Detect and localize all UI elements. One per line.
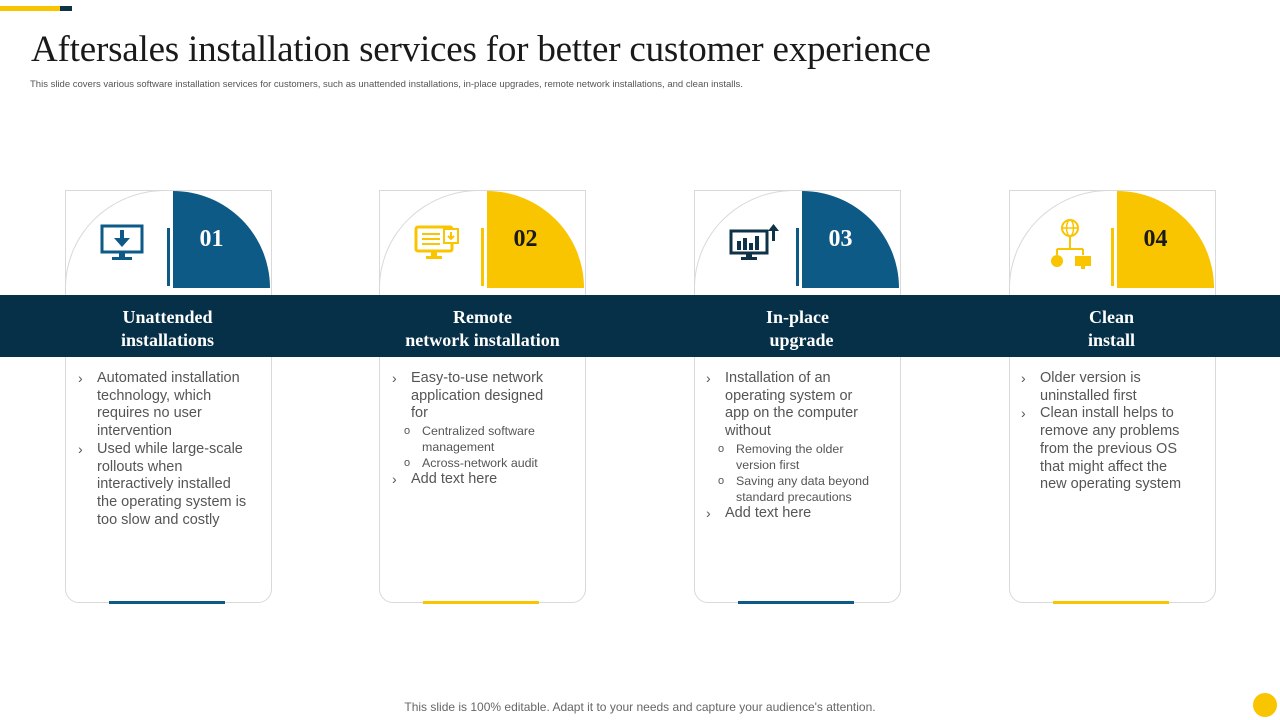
card-title-line: install [1087,330,1135,350]
page-title: Aftersales installation services for bet… [31,29,931,70]
bullet-text: Older version is uninstalled first [1040,370,1141,404]
separator [796,228,799,286]
card-title: Remote network installation [379,306,586,352]
chart-upgrade-icon [729,224,779,260]
sub-bullet-text: Across-network audit [422,456,538,471]
sub-list-item: o Centralized software management [404,423,562,455]
bullet-text: Automated installation technology, which… [97,370,240,440]
chevron-right-icon: › [706,504,711,521]
list-item: › Easy-to-use network application designe… [392,370,562,423]
title-band [0,295,1280,357]
card-bottom-accent [109,601,225,604]
chevron-right-icon: › [78,370,83,386]
card-title-line: network installation [405,330,560,350]
chevron-right-icon: › [706,370,711,386]
chevron-right-icon: › [1021,370,1026,386]
chevron-right-icon: › [78,440,83,457]
bullet-text: Installation of an operating system or a… [725,370,859,440]
chevron-right-icon: › [1021,405,1026,422]
card-title-line: Unattended [122,307,213,327]
list-item: › Used while large-scale rollouts when in… [78,441,248,530]
card-title-line: installations [120,330,215,350]
list-item: › Add text here [392,471,562,489]
bullet-text: Clean install helps to remove any proble… [1040,405,1182,493]
sub-list-item: o Removing the older version first [718,441,876,473]
circle-bullet-icon: o [404,457,411,470]
card-bullet-list: › Automated installation technology, whic… [78,370,248,529]
bullet-text: Used while large-scale rollouts when int… [97,440,247,528]
sub-bullet-text: Saving any data beyond standard precauti… [736,473,869,504]
circle-bullet-icon: o [718,442,725,455]
card-bullet-list: › Easy-to-use network application designe… [392,370,562,489]
chevron-right-icon: › [392,370,397,386]
circle-bullet-icon: o [718,474,725,487]
network-screen-icon [414,225,459,259]
top-accent-navy [60,6,72,11]
card-inplace: 03 [694,190,901,604]
sub-bullet-text: Removing the older version first [736,441,844,472]
card-title-line: Remote [453,307,512,327]
card-title-line: In-place [766,307,829,327]
list-item: › Automated installation technology, whic… [78,370,248,441]
card-bottom-accent [1053,601,1169,604]
card-bottom-accent [738,601,854,604]
globe-network-icon [1051,219,1091,269]
corner-dot [1253,693,1277,717]
card-clean: 04 [1009,190,1216,604]
separator [167,228,170,286]
card-title: Clean install [1008,306,1215,352]
top-accent-yellow [0,6,60,11]
bullet-text: Easy-to-use network application designed… [411,370,544,422]
monitor-download-icon [100,224,144,260]
footer-note: This slide is 100% editable. Adapt it to… [404,700,876,714]
list-item: › Add text here [706,505,876,523]
list-item: › Installation of an operating system or … [706,370,876,441]
circle-bullet-icon: o [404,425,411,438]
card-bottom-accent [423,601,539,604]
sub-list-item: o Across-network audit [404,455,562,471]
card-unattended: 01 [65,190,272,604]
card-bullet-list: › Installation of an operating system or … [706,370,876,523]
sub-bullet-text: Centralized software management [422,424,535,455]
list-item: › Older version is uninstalled first [1021,370,1191,405]
chevron-right-icon: › [392,471,397,488]
bullet-text: Add text here [411,471,498,488]
card-remote: 02 [379,190,586,604]
bullet-text: Add text here [725,504,812,521]
separator [1111,228,1114,286]
card-title: In-place upgrade [694,306,901,352]
icon-box [379,190,482,289]
card-bullet-list: › Older version is uninstalled first › Cle… [1021,370,1191,494]
sub-list-item: o Saving any data beyond standard precaut… [718,473,876,505]
list-item: › Clean install helps to remove any probl… [1021,405,1191,494]
separator [481,228,484,286]
card-title: Unattended installations [64,306,271,352]
card-title-line: Clean [1089,307,1134,327]
card-title-line: upgrade [769,330,834,350]
page-subtitle: This slide covers various software insta… [30,79,743,90]
